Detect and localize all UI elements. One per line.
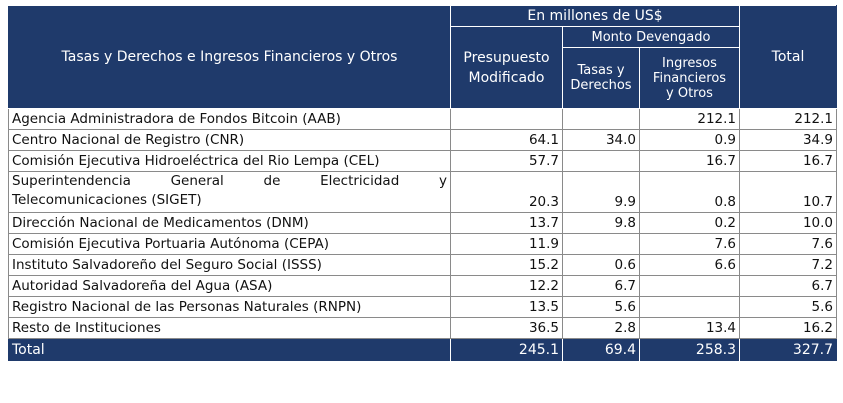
row-fees: 9.9 (562, 171, 640, 213)
revenue-table-container: Tasas y Derechos e Ingresos Financieros … (8, 5, 838, 362)
row-financial: 7.6 (638, 233, 741, 255)
table-row: Centro Nacional de Registro (CNR) 64.1 3… (8, 129, 838, 151)
row-name-line1: Superintendencia General de Electricidad… (12, 172, 447, 191)
row-fees: 0.6 (562, 254, 640, 276)
row-budget: 13.7 (450, 212, 563, 234)
table-row: Instituto Salvadoreño del Seguro Social … (8, 254, 838, 276)
row-total: 10.7 (739, 171, 838, 213)
row-total: 7.2 (739, 254, 838, 276)
row-name-word: y (438, 173, 447, 189)
row-financial: 0.2 (638, 212, 741, 234)
row-name: Agencia Administradora de Fondos Bitcoin… (8, 108, 451, 130)
row-fees: 34.0 (562, 129, 640, 151)
fees-header: Tasas y Derechos (562, 47, 640, 109)
row-name: Centro Nacional de Registro (CNR) (8, 129, 451, 151)
total-row-fees: 69.4 (562, 338, 640, 362)
budget-header-label: Presupuesto Modificado (463, 49, 550, 86)
row-total: 7.6 (739, 233, 838, 255)
row-budget: 57.7 (450, 150, 563, 172)
row-fees (562, 150, 640, 172)
row-name-word: Superintendencia (12, 173, 131, 189)
row-financial: 6.6 (638, 254, 741, 276)
row-total: 16.7 (739, 150, 838, 172)
row-financial: 13.4 (638, 317, 741, 339)
table-row: Registro Nacional de las Personas Natura… (8, 296, 838, 318)
total-row-label: Total (8, 338, 451, 362)
row-total: 6.7 (739, 275, 838, 297)
row-name-word: Electricidad (320, 173, 400, 189)
table-header: Tasas y Derechos e Ingresos Financieros … (8, 5, 838, 109)
unit-header: En millones de US$ (449, 5, 741, 27)
row-name: Resto de Instituciones (8, 317, 451, 339)
total-row-budget: 245.1 (450, 338, 563, 362)
row-budget: 20.3 (450, 171, 563, 213)
row-fees: 5.6 (562, 296, 640, 318)
row-name: Autoridad Salvadoreña del Agua (ASA) (8, 275, 451, 297)
table-row: Agencia Administradora de Fondos Bitcoin… (8, 108, 838, 130)
row-fees: 9.8 (562, 212, 640, 234)
row-budget (450, 108, 563, 130)
table-row: Dirección Nacional de Medicamentos (DNM)… (8, 212, 838, 234)
row-budget: 36.5 (450, 317, 563, 339)
row-total: 16.2 (739, 317, 838, 339)
row-total: 5.6 (739, 296, 838, 318)
row-name: Comisión Ejecutiva Portuaria Autónoma (C… (8, 233, 451, 255)
row-budget: 11.9 (450, 233, 563, 255)
financial-header: Ingresos Financieros y Otros (638, 47, 741, 109)
financial-header-label: Ingresos Financieros y Otros (652, 55, 727, 101)
row-fees: 6.7 (562, 275, 640, 297)
row-fees (562, 233, 640, 255)
row-name-word: de (263, 173, 281, 189)
description-header: Tasas y Derechos e Ingresos Financieros … (8, 5, 451, 109)
revenue-table: Tasas y Derechos e Ingresos Financieros … (8, 5, 838, 362)
row-financial: 0.8 (638, 171, 741, 213)
row-name: Instituto Salvadoreño del Seguro Social … (8, 254, 451, 276)
table-row: Autoridad Salvadoreña del Agua (ASA) 12.… (8, 275, 838, 297)
row-fees: 2.8 (562, 317, 640, 339)
row-financial (638, 275, 741, 297)
row-fees (562, 108, 640, 130)
row-financial: 212.1 (638, 108, 741, 130)
row-budget: 64.1 (450, 129, 563, 151)
row-financial: 16.7 (638, 150, 741, 172)
table-row: Comisión Ejecutiva Hidroeléctrica del Ri… (8, 150, 838, 172)
row-total: 10.0 (739, 212, 838, 234)
budget-header: Presupuesto Modificado (450, 26, 563, 109)
fees-header-label: Tasas y Derechos (570, 63, 632, 93)
table-row: Comisión Ejecutiva Portuaria Autónoma (C… (8, 233, 838, 255)
total-row-financial: 258.3 (638, 338, 741, 362)
row-name: Registro Nacional de las Personas Natura… (8, 296, 451, 318)
row-budget: 13.5 (450, 296, 563, 318)
row-financial (638, 296, 741, 318)
row-name: Comisión Ejecutiva Hidroeléctrica del Ri… (8, 150, 451, 172)
table-row: Superintendencia General de Electricidad… (8, 171, 838, 213)
row-budget: 15.2 (450, 254, 563, 276)
table-footer: Total 245.1 69.4 258.3 327.7 (8, 338, 838, 362)
row-name-line2: Telecomunicaciones (SIGET) (12, 192, 202, 208)
row-name: Dirección Nacional de Medicamentos (DNM) (8, 212, 451, 234)
row-budget: 12.2 (450, 275, 563, 297)
row-total: 34.9 (739, 129, 838, 151)
total-header: Total (739, 5, 838, 109)
total-row-total: 327.7 (739, 338, 838, 362)
table-row: Resto de Instituciones 36.5 2.8 13.4 16.… (8, 317, 838, 339)
total-row: Total 245.1 69.4 258.3 327.7 (8, 338, 838, 362)
row-name: Superintendencia General de Electricidad… (8, 171, 451, 213)
row-name-word: General (170, 173, 224, 189)
row-financial: 0.9 (638, 129, 741, 151)
table-body: Agencia Administradora de Fondos Bitcoin… (8, 108, 838, 339)
row-total: 212.1 (739, 108, 838, 130)
accrued-header: Monto Devengado (561, 26, 741, 48)
